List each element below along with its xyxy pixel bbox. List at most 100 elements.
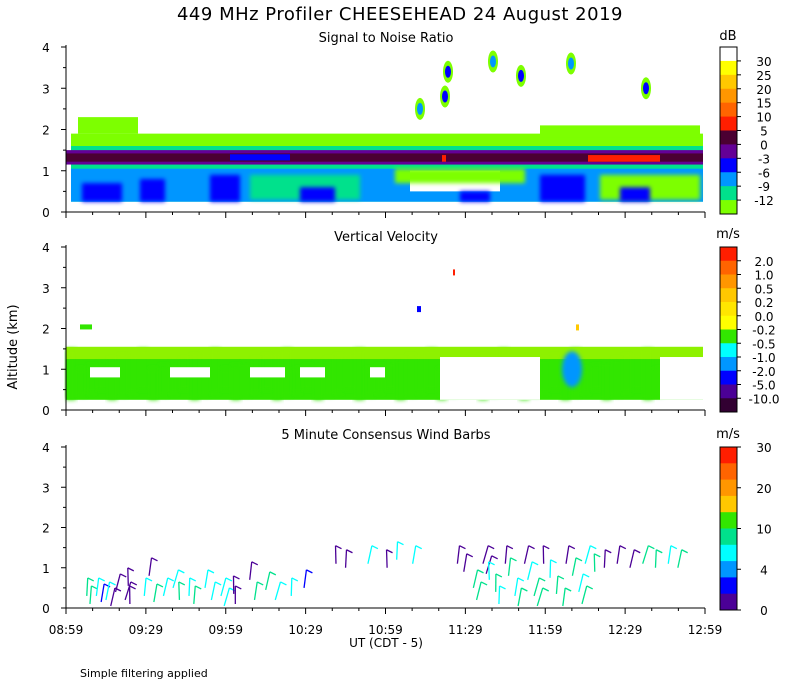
y-tick-label: 1 xyxy=(42,165,50,179)
barb-staff xyxy=(344,549,348,568)
x-axis-label: UT (CDT - 5) xyxy=(349,636,423,650)
barb-flag xyxy=(127,567,135,572)
vv-column xyxy=(158,365,169,397)
barb-staff xyxy=(172,569,179,589)
vv-blue-patch xyxy=(562,351,582,388)
wind-barb xyxy=(533,577,546,597)
colorbar-swatch xyxy=(720,172,737,187)
barb-flag xyxy=(655,549,663,554)
barb-flag xyxy=(542,545,550,550)
colorbar-swatch xyxy=(720,463,737,481)
y-tick-label: 0 xyxy=(42,602,50,616)
barb-flag xyxy=(568,545,576,550)
colorbar-swatch xyxy=(720,384,737,399)
wind-barb xyxy=(204,569,215,588)
colorbar-swatch xyxy=(720,130,737,145)
vv-column xyxy=(632,352,643,391)
colorbar-label: -0.5 xyxy=(752,337,775,351)
y-axis-label: Altitude (km) xyxy=(6,304,21,389)
snr-core-blue xyxy=(230,154,290,161)
vv-column xyxy=(76,368,87,397)
wind-barb xyxy=(89,585,98,605)
vv-column xyxy=(127,352,138,394)
vv-echo xyxy=(453,269,455,276)
wind-barb xyxy=(629,549,641,568)
vv-gap xyxy=(300,367,325,378)
vv-column xyxy=(107,358,118,400)
barb-flag xyxy=(225,577,233,582)
barb-staff xyxy=(385,549,388,568)
wind-barb xyxy=(193,585,202,605)
panel-title: Signal to Noise Ratio xyxy=(319,31,454,46)
vv-column xyxy=(642,348,653,400)
barb-flag xyxy=(550,559,557,564)
barb-flag xyxy=(335,545,342,550)
wind-barb xyxy=(367,545,379,564)
wind-barb xyxy=(642,545,655,564)
colorbar-label: 25 xyxy=(756,69,771,83)
wind-barb xyxy=(514,577,525,597)
wind-barb xyxy=(562,587,572,607)
barb-flag xyxy=(633,549,641,554)
wind-barb xyxy=(463,553,474,572)
barb-flag xyxy=(156,583,164,588)
wind-barb xyxy=(616,545,627,564)
y-tick-label: 0 xyxy=(42,404,50,418)
colorbar-swatch xyxy=(720,479,737,497)
barb-staff xyxy=(105,581,111,601)
colorbar-swatch xyxy=(720,247,737,262)
colorbar-label: 10 xyxy=(756,111,771,125)
vv-column xyxy=(653,368,664,397)
wind-barb xyxy=(456,545,466,564)
wind-barb xyxy=(188,577,197,596)
colorbar-label: -3 xyxy=(758,152,770,166)
colorbar-swatch xyxy=(720,260,737,275)
vv-column xyxy=(344,352,355,391)
barb-flag xyxy=(178,581,186,586)
barb-staff xyxy=(114,573,121,593)
panel-3: 0 1 2 3 4 5 Minute Consensus Wind Barbs m/s 30 2… xyxy=(42,427,771,618)
barb-flag xyxy=(477,569,484,574)
barb-staff xyxy=(507,557,512,576)
vv-column xyxy=(601,361,612,400)
barb-flag xyxy=(415,545,423,550)
vv-column xyxy=(210,348,221,394)
colorbar-label: 0.0 xyxy=(754,310,773,324)
barb-staff xyxy=(487,561,490,580)
wind-barb xyxy=(578,573,590,593)
barb-flag xyxy=(229,587,236,592)
vv-column xyxy=(220,368,231,391)
wind-barb xyxy=(475,581,488,601)
barb-staff xyxy=(148,557,153,576)
colorbar-swatch xyxy=(720,577,737,595)
y-tick-label: 4 xyxy=(42,241,50,255)
x-tick-label: 08:59 xyxy=(49,623,84,637)
wind-barb xyxy=(517,587,528,607)
barb-flag xyxy=(542,587,550,592)
barb-staff xyxy=(412,545,417,564)
y-tick-label: 2 xyxy=(42,323,50,337)
colorbar-swatch xyxy=(720,186,737,201)
x-tick-label: 11:59 xyxy=(528,623,563,637)
wind-barb xyxy=(385,549,393,568)
y-tick-label: 0 xyxy=(42,206,50,220)
snr-green-patch xyxy=(395,168,525,184)
barb-flag xyxy=(589,545,597,550)
barb-staff xyxy=(110,587,116,607)
vv-echo xyxy=(417,306,421,313)
barb-flag xyxy=(194,585,202,590)
barb-staff xyxy=(162,577,169,597)
colorbar-swatch xyxy=(720,370,737,385)
vv-column xyxy=(622,355,633,394)
barb-flag xyxy=(269,571,277,576)
barb-staff xyxy=(667,545,672,564)
wind-barb xyxy=(105,581,116,601)
barb-flag xyxy=(499,585,506,590)
wind-barb xyxy=(127,567,135,586)
snr-blue-streak xyxy=(82,183,122,202)
barb-staff xyxy=(303,569,308,588)
barb-flag xyxy=(582,573,590,578)
barb-staff xyxy=(517,587,523,607)
barb-flag xyxy=(119,573,127,578)
colorbar-unit: dB xyxy=(719,29,736,44)
